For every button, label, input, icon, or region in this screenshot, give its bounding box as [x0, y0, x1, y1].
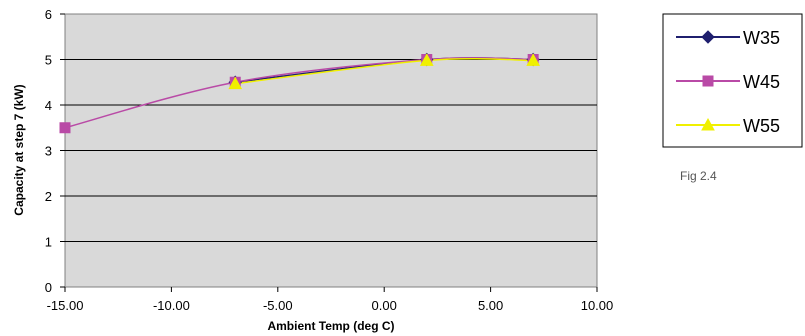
- x-tick-label: -5.00: [263, 298, 293, 313]
- x-axis-title: Ambient Temp (deg C): [267, 319, 394, 333]
- legend-swatch-marker: [701, 30, 715, 44]
- legend-swatch-marker: [701, 117, 715, 131]
- data-point-w55: [419, 53, 434, 66]
- y-tick-label: 5: [45, 53, 52, 68]
- legend: W35 W45 W55: [662, 13, 803, 148]
- y-tick-label: 4: [45, 98, 52, 113]
- legend-item-w45: W45: [676, 72, 780, 92]
- x-tick-label: -15.00: [47, 298, 84, 313]
- data-point-w55: [526, 53, 541, 66]
- legend-label: W45: [743, 72, 780, 92]
- series-line-w45: [64, 57, 534, 129]
- x-tick-labels: -15.00 -10.00 -5.00 0.00 5.00 10.00: [47, 287, 614, 313]
- legend-label: W55: [743, 116, 780, 136]
- legend-swatch-marker: [702, 75, 714, 87]
- y-axis-title: Capacity at step 7 (kW): [12, 84, 26, 215]
- figure-caption: Fig 2.4: [680, 169, 717, 183]
- series-line-w55: [235, 57, 534, 85]
- x-tick-label: 5.00: [478, 298, 503, 313]
- legend-item-w55: W55: [676, 116, 780, 136]
- y-tick-label: 2: [45, 189, 52, 204]
- legend-item-w35: W35: [676, 28, 780, 48]
- y-tick-label: 6: [45, 7, 52, 22]
- x-tick-label: 10.00: [581, 298, 614, 313]
- data-point-w55: [228, 76, 243, 90]
- y-tick-label: 1: [45, 235, 52, 250]
- legend-label: W35: [743, 28, 780, 48]
- data-point-w45: [59, 122, 71, 134]
- x-tick-label: -10.00: [153, 298, 190, 313]
- y-tick-label: 0: [45, 280, 52, 295]
- x-tick-label: 0.00: [372, 298, 397, 313]
- y-tick-labels: 0 1 2 3 4 5 6: [45, 7, 65, 295]
- y-tick-label: 3: [45, 144, 52, 159]
- series-markers: [59, 52, 541, 134]
